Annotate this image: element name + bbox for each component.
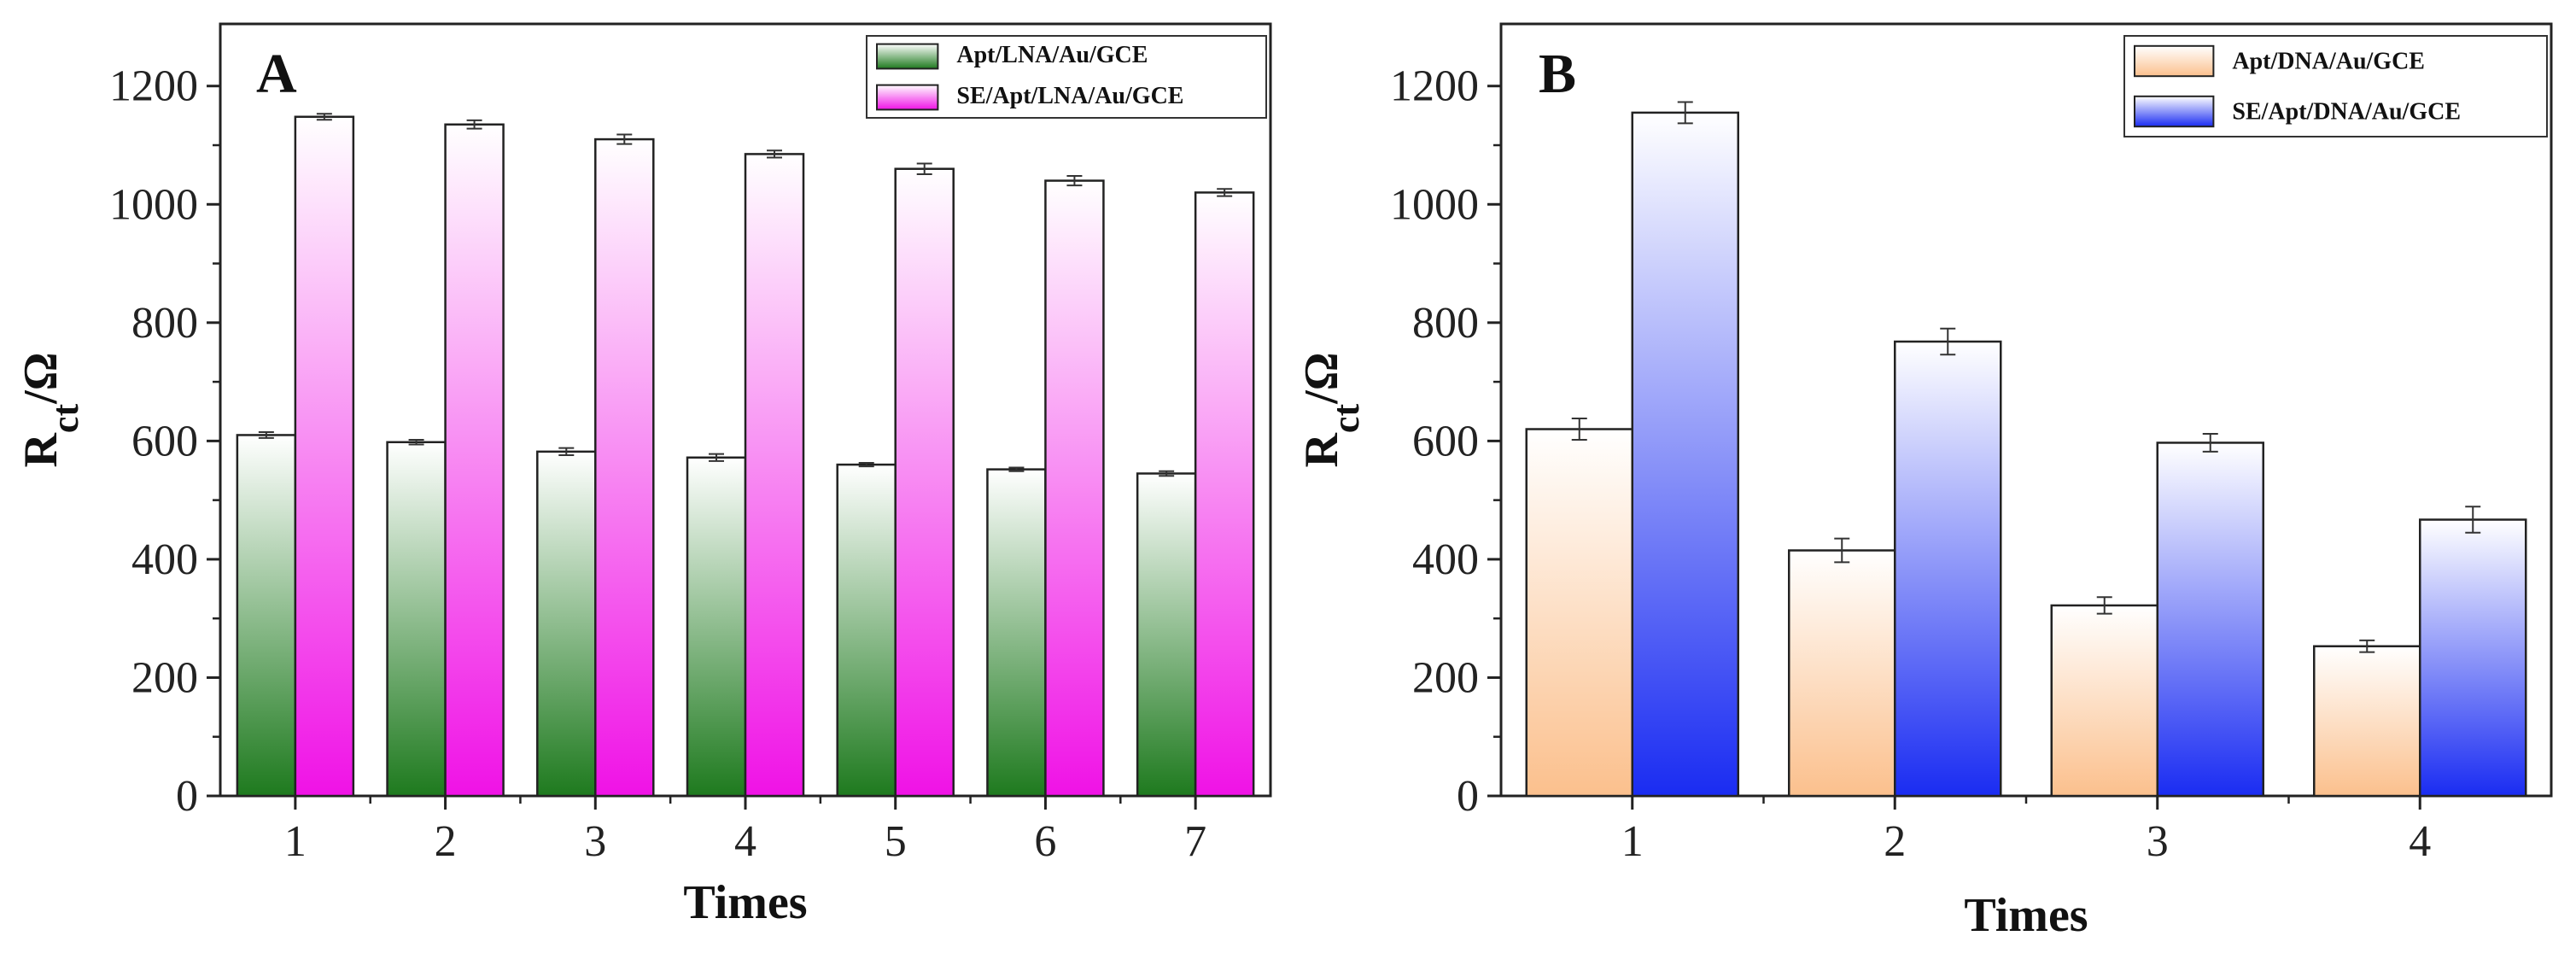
x-tick-label: 4: [734, 817, 756, 866]
bar-series1: [836, 463, 897, 798]
x-tick-label: 7: [1184, 817, 1206, 866]
x-tick-label: 5: [885, 817, 907, 866]
legend-swatch: [876, 43, 939, 70]
x-tick-label: 2: [435, 817, 457, 866]
legend-label: Apt/LNA/Au/GCE: [956, 42, 1148, 68]
y-tick-label: 400: [131, 535, 198, 584]
y-tick-label: 800: [1412, 299, 1479, 348]
bar-series2: [1631, 111, 1739, 798]
y-tick-label: 200: [1412, 653, 1479, 702]
y-tick-label: 1200: [109, 62, 198, 111]
bar-series2: [1044, 179, 1105, 798]
bar-series1: [1136, 472, 1197, 798]
legend-swatch: [876, 84, 939, 111]
bar-series2: [1894, 340, 2002, 798]
panel-letter: A: [256, 43, 297, 105]
legend-label: SE/Apt/LNA/Au/GCE: [956, 83, 1183, 109]
y-tick-label: 0: [1457, 772, 1479, 821]
legend: Apt/LNA/Au/GCE SE/Apt/LNA/Au/GCE: [866, 35, 1267, 119]
legend-label: Apt/DNA/Au/GCE: [2232, 48, 2425, 74]
bar-series2: [894, 167, 955, 798]
x-tick-label: 3: [2147, 817, 2169, 866]
bar-series1: [536, 450, 597, 798]
legend-swatch: [2134, 95, 2215, 128]
y-tick-label: 800: [131, 299, 198, 348]
bar-series2: [2156, 442, 2264, 798]
y-tick-label: 600: [1412, 417, 1479, 465]
y-tick-label: 600: [131, 417, 198, 465]
bar-series2: [444, 123, 505, 798]
legend: Apt/DNA/Au/GCE SE/Apt/DNA/Au/GCE: [2123, 35, 2548, 137]
y-axis-title: Rct/Ω: [15, 352, 86, 467]
y-tick-label: 200: [131, 653, 198, 702]
x-axis-title: Times: [1964, 889, 2088, 942]
bar-series1: [1788, 549, 1896, 798]
panel-b: 0 200 400 600 800 1000 1200 1 2 3 4 Rct/Ω Times B Apt/…: [1295, 22, 2553, 942]
x-tick-label: 4: [2409, 817, 2431, 866]
bar-series1: [2313, 645, 2421, 798]
y-axis-title: Rct/Ω: [1295, 352, 1367, 467]
bar-series2: [294, 115, 355, 798]
x-axis-title: Times: [683, 876, 807, 929]
panel-a: 0 200 400 600 800 1000 1200 1 2 3 4 5 6 7 Rct/Ω Times A A…: [15, 22, 1272, 929]
bar-series2: [1194, 191, 1255, 798]
bar-series2: [594, 137, 655, 798]
bar-series1: [1525, 428, 1633, 798]
x-tick-label: 1: [1621, 817, 1644, 866]
y-tick-label: 1000: [109, 180, 198, 229]
x-tick-label: 3: [584, 817, 606, 866]
y-tick-label: 1000: [1390, 180, 1479, 229]
legend-swatch: [2134, 44, 2215, 78]
legend-label: SE/Apt/DNA/Au/GCE: [2232, 98, 2461, 125]
bar-series1: [2050, 604, 2158, 798]
x-tick-label: 1: [284, 817, 307, 866]
panel-letter: B: [1539, 43, 1576, 105]
x-tick-label: 2: [1884, 817, 1906, 866]
x-tick-label: 6: [1034, 817, 1056, 866]
bar-series1: [236, 434, 297, 798]
bar-series1: [986, 468, 1047, 798]
y-tick-label: 400: [1412, 535, 1479, 584]
y-tick-label: 1200: [1390, 62, 1479, 111]
bar-series2: [744, 153, 805, 798]
y-tick-label: 0: [176, 772, 198, 821]
bar-series1: [686, 456, 747, 798]
bar-series1: [386, 441, 447, 798]
bar-series2: [2419, 518, 2527, 798]
